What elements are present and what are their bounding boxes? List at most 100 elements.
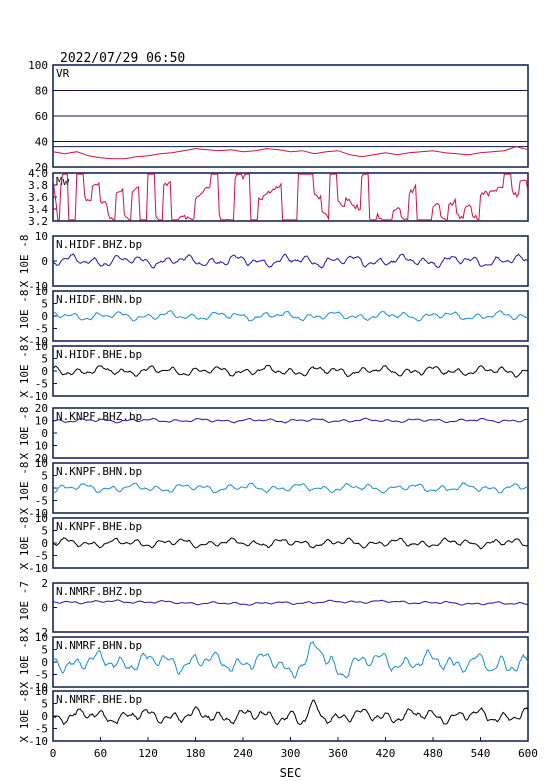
y-tick-label: 10 xyxy=(35,415,48,428)
chart-timestamp: 2022/07/29 06:50 xyxy=(60,51,185,66)
panel-name: N.KNPF.BHE.bp xyxy=(56,520,142,533)
panel-name: N.HIDF.BHN.bp xyxy=(56,293,142,306)
y-tick-label: 100 xyxy=(28,59,48,72)
panel-mw: 4.03.83.63.43.2 Mw xyxy=(28,167,529,228)
y-axis-unit-label: X 10E -8 xyxy=(18,235,31,288)
y-tick-label: 10 xyxy=(35,457,48,470)
y-tick-label: -10 xyxy=(28,390,48,403)
y-tick-label: -2 xyxy=(35,626,48,639)
y-tick-label: 4.0 xyxy=(28,167,48,180)
y-tick-label: 10 xyxy=(35,631,48,644)
y-axis-unit-label: X 10E -7 xyxy=(18,581,31,634)
panel-name: Mw xyxy=(56,175,70,188)
series-line xyxy=(52,640,529,679)
y-tick-label: 2 xyxy=(41,577,48,590)
y-axis-unit-label: X 10E -8 xyxy=(18,517,31,570)
x-tick-label: 300 xyxy=(281,747,301,760)
series-line xyxy=(52,310,529,322)
y-tick-label: 10 xyxy=(35,285,48,298)
y-axis-unit-label: X 10E -8 xyxy=(18,690,31,743)
panel-name: N.KNPF.BHN.bp xyxy=(56,465,142,478)
y-tick-label: 5 xyxy=(41,353,48,366)
panel-name: N.NMRF.BHZ.bp xyxy=(56,585,142,598)
series-line xyxy=(53,599,529,606)
series-line xyxy=(52,364,529,378)
panel-vr: 100 80 60 40 20 VR xyxy=(28,59,529,174)
y-tick-label: 0 xyxy=(41,537,48,550)
y-tick-label: 10 xyxy=(35,512,48,525)
x-tick-label: 0 xyxy=(50,747,57,760)
y-tick-label: -10 xyxy=(28,280,48,293)
panel-name: N.HIDF.BHE.bp xyxy=(56,348,142,361)
y-tick-label: 3.6 xyxy=(28,191,48,204)
y-tick-label: -5 xyxy=(35,669,48,682)
y-axis-unit-label: X 10E -8 xyxy=(18,636,31,689)
x-tick-label: 360 xyxy=(328,747,348,760)
panel-name: N.NMRF.BHN.bp xyxy=(56,639,142,652)
y-tick-label: 0 xyxy=(41,310,48,323)
x-tick-label: 180 xyxy=(186,747,206,760)
y-tick-label: 10 xyxy=(35,440,48,453)
y-tick-label: 10 xyxy=(35,685,48,698)
y-tick-label: 20 xyxy=(35,402,48,415)
y-tick-label: -5 xyxy=(35,323,48,336)
panel-name: N.KNPF.BHZ.bp xyxy=(56,410,142,423)
y-tick-label: -5 xyxy=(35,550,48,563)
panel-name: VR xyxy=(56,67,70,80)
y-tick-label: -5 xyxy=(35,495,48,508)
series-line xyxy=(52,699,529,726)
y-tick-label: 5 xyxy=(41,298,48,311)
y-tick-label: -10 xyxy=(28,681,48,694)
series-line xyxy=(53,417,528,424)
y-tick-label: -5 xyxy=(35,723,48,736)
panel-n-nmrf-bhz-bp: 2 0 -2 N.NMRF.BHZ.bp X 10E -7 xyxy=(18,577,529,639)
y-tick-label: 5 xyxy=(41,470,48,483)
x-tick-label: 540 xyxy=(471,747,491,760)
y-tick-label: 0 xyxy=(41,656,48,669)
y-tick-label: 20 xyxy=(35,452,48,465)
y-tick-label: 10 xyxy=(35,340,48,353)
y-tick-label: 3.2 xyxy=(28,215,48,228)
series-line xyxy=(52,537,529,550)
y-tick-label: 5 xyxy=(41,525,48,538)
panel-name: N.HIDF.BHZ.bp xyxy=(56,238,142,251)
x-tick-label: 60 xyxy=(94,747,107,760)
x-tick-label: 120 xyxy=(138,747,158,760)
y-axis-unit-label: X 10E -8 xyxy=(18,290,31,343)
y-tick-label: 3.8 xyxy=(28,179,48,192)
y-axis-unit-label: X 10E -8 xyxy=(18,462,31,515)
series-line xyxy=(52,253,529,269)
x-axis-label: SEC xyxy=(280,766,302,780)
series-line xyxy=(52,173,529,221)
panel-name: N.NMRF.BHE.bp xyxy=(56,693,142,706)
y-tick-label: -5 xyxy=(35,378,48,391)
y-tick-label: 20 xyxy=(35,161,48,174)
y-tick-label: 10 xyxy=(35,230,48,243)
x-tick-label: 600 xyxy=(518,747,538,760)
y-axis-unit-label: X 10E -8 xyxy=(18,345,31,398)
y-tick-label: 0 xyxy=(41,255,48,268)
y-tick-label: 80 xyxy=(35,85,48,98)
y-tick-label: 5 xyxy=(41,644,48,657)
panel-n-hidf-bhz-bp: 10 0 -10 N.HIDF.BHZ.bp X 10E -8 xyxy=(18,230,529,293)
y-tick-label: -10 xyxy=(28,335,48,348)
y-tick-label: 0 xyxy=(41,365,48,378)
series-line xyxy=(52,146,529,160)
y-tick-label: -10 xyxy=(28,735,48,748)
series-line xyxy=(52,482,529,494)
y-tick-label: -10 xyxy=(28,562,48,575)
x-tick-label: 420 xyxy=(376,747,396,760)
y-tick-label: -10 xyxy=(28,507,48,520)
y-axis-unit-label: X 10E -8 xyxy=(18,407,31,460)
y-tick-label: 0 xyxy=(41,482,48,495)
x-tick-label: 480 xyxy=(423,747,443,760)
y-tick-label: 40 xyxy=(35,136,48,149)
